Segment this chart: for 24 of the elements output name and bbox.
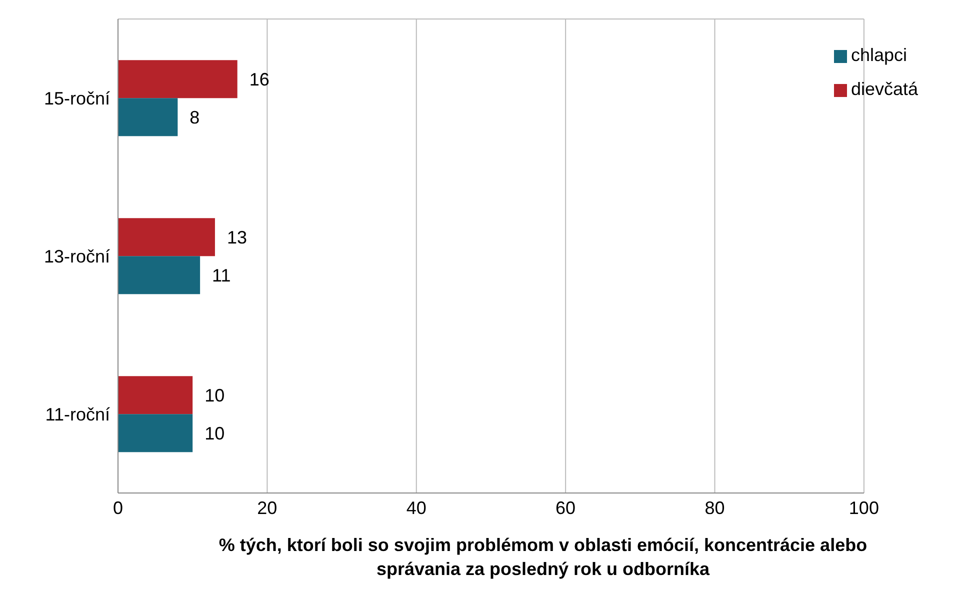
x-tick-label: 80 (704, 498, 725, 518)
data-label: 16 (249, 69, 270, 90)
data-label: 10 (204, 423, 225, 444)
x-tick-label: 60 (556, 498, 576, 518)
legend-label: chlapci (850, 45, 907, 65)
legend-label: dievčatá (850, 79, 918, 99)
bar (118, 98, 178, 136)
data-label: 11 (212, 265, 231, 286)
bar (118, 414, 193, 452)
data-label: 10 (204, 385, 225, 406)
bar (118, 218, 215, 256)
x-tick-label: 0 (112, 498, 124, 518)
data-label: 13 (226, 227, 248, 248)
data-label: 8 (190, 107, 200, 128)
x-tick-label: 20 (257, 498, 278, 518)
bar (118, 376, 193, 414)
y-tick-label: 15-roční (44, 88, 110, 108)
x-tick-label: 100 (848, 498, 879, 518)
y-tick-label: 13-roční (44, 246, 110, 266)
x-axis-title: % tých, ktorí boli so svojim problémom v oblasti emócií, koncentrácie alebo správania za posledný rok u odborníka (218, 534, 868, 581)
y-tick-label: 11-roční (45, 404, 110, 424)
x-tick-label: 40 (406, 498, 426, 518)
bar (118, 60, 238, 98)
bar (118, 256, 200, 294)
